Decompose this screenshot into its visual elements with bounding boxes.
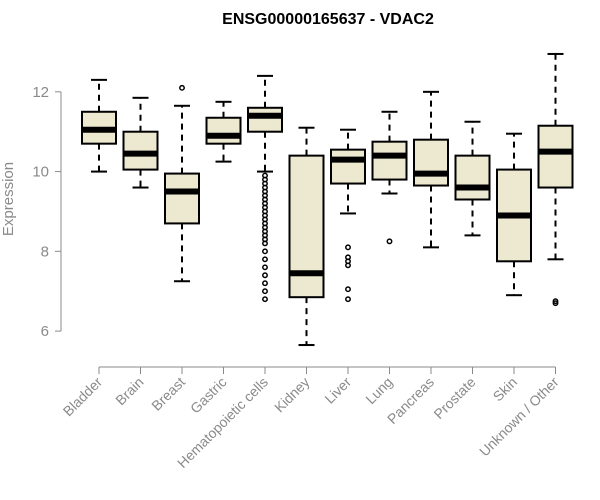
box-liver xyxy=(330,128,366,303)
box-iqr xyxy=(413,138,449,187)
outlier-point xyxy=(552,300,559,307)
box-iqr xyxy=(537,124,574,189)
x-tick-label: Kidney xyxy=(271,374,313,416)
outlier-point xyxy=(345,244,351,251)
outlier-point xyxy=(262,256,268,263)
x-tick-label: Liver xyxy=(321,374,354,407)
outlier-point xyxy=(345,262,351,269)
box-iqr xyxy=(164,172,200,225)
outlier-point xyxy=(262,248,268,255)
y-tick-label: 6 xyxy=(41,323,49,340)
box-gastric xyxy=(205,100,242,163)
outlier-point xyxy=(345,286,351,293)
outlier-point xyxy=(262,240,268,247)
box-iqr xyxy=(205,116,242,145)
outlier-point xyxy=(179,84,185,91)
box-bladder xyxy=(81,78,117,173)
box-kidney xyxy=(288,126,325,347)
outlier-point xyxy=(552,298,559,305)
outlier-point xyxy=(345,296,351,303)
box-series xyxy=(81,52,574,347)
outlier-point xyxy=(262,280,268,287)
y-axis-label: Expression xyxy=(0,162,17,236)
x-tick-label: Prostate xyxy=(430,374,478,422)
box-iqr xyxy=(454,154,491,201)
outlier-point xyxy=(262,264,268,271)
box-iqr xyxy=(330,148,366,185)
box-unknown-other xyxy=(537,52,574,307)
x-tick-label: Unknown / Other xyxy=(476,374,562,460)
outlier-point xyxy=(262,296,268,303)
box-lung xyxy=(371,110,408,245)
outlier-point xyxy=(262,272,268,279)
box-prostate xyxy=(454,120,491,237)
x-tick-label: Lung xyxy=(362,374,395,407)
y-tick-label: 8 xyxy=(41,243,49,260)
y-tick-label: 10 xyxy=(32,164,49,181)
x-tick-label: Brain xyxy=(112,374,146,408)
box-iqr xyxy=(247,106,283,133)
box-iqr xyxy=(371,140,408,181)
x-tick-label: Bladder xyxy=(60,374,106,420)
chart-title: ENSG00000165637 - VDAC2 xyxy=(222,11,434,28)
box-breast xyxy=(164,84,200,283)
y-axis: 6 8 10 12 xyxy=(32,84,62,340)
x-tick-label: Skin xyxy=(490,374,521,405)
y-tick-label: 12 xyxy=(32,84,49,101)
box-brain xyxy=(122,96,159,189)
box-pancreas xyxy=(413,90,449,249)
x-tick-label: Breast xyxy=(148,374,188,414)
box-skin xyxy=(496,132,532,297)
outlier-point xyxy=(262,288,268,295)
outlier-point xyxy=(386,238,393,245)
box-hematopoietic-cells xyxy=(247,74,283,303)
